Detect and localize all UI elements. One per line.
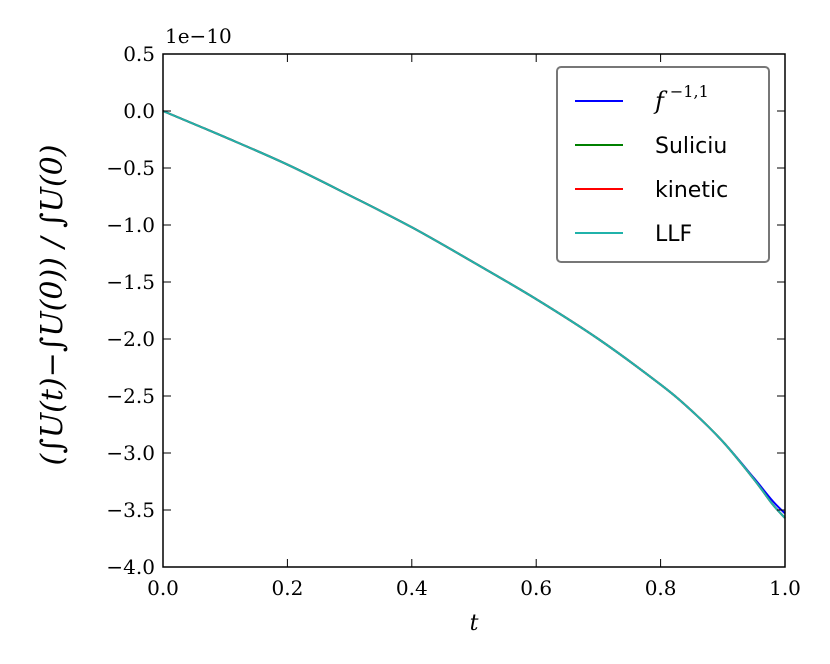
legend-label-suliciu: Suliciu (655, 134, 727, 159)
x-tick-label: 0.2 (271, 576, 303, 600)
ticks-layer: 0.0 0.2 0.4 0.6 0.8 1.0 0.5 0.0 −0.5 −1.0 −1.5 −2.0… (106, 42, 800, 600)
x-axis-label: t (470, 611, 479, 636)
x-tick-label: 0.4 (396, 576, 428, 600)
y-tick-label: −2.0 (106, 327, 155, 351)
legend-label-kinetic: kinetic (655, 178, 728, 203)
y-tick-label: 0.0 (123, 99, 155, 123)
y-tick-label: −4.0 (106, 555, 155, 579)
y-tick-label: −1.0 (106, 213, 155, 237)
y-tick-label: 0.5 (123, 42, 155, 66)
legend-box (556, 66, 770, 263)
offset-text: 1e−10 (165, 24, 232, 48)
plot-frame (162, 53, 786, 568)
y-tick-label: −2.5 (106, 384, 155, 408)
y-tick-label: −1.5 (106, 270, 155, 294)
x-tick-label: 0.6 (520, 576, 552, 600)
x-tick-label: 1.0 (769, 576, 801, 600)
x-tick-label: 0.0 (147, 576, 179, 600)
y-tick-label: −0.5 (106, 156, 155, 180)
y-tick-label: −3.5 (106, 498, 155, 522)
series-line-llf (162, 110, 786, 519)
x-tick-label: 0.8 (645, 576, 677, 600)
series-layer (162, 110, 786, 519)
y-tick-label: −3.0 (106, 441, 155, 465)
y-axis-label: (∫U(t)−∫U(0)) / ∫U(0) (35, 145, 70, 466)
legend-label-llf: LLF (655, 222, 692, 247)
